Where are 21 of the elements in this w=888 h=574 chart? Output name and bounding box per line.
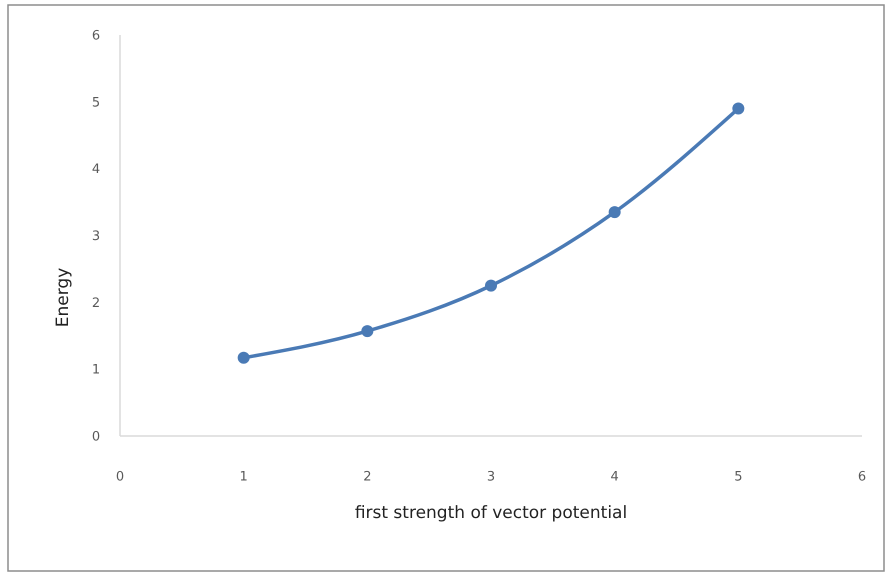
x-tick-label: 2 <box>363 470 372 485</box>
point <box>608 206 621 218</box>
y-tick-label: 4 <box>92 162 100 178</box>
x-tick-label: 3 <box>486 470 496 485</box>
point <box>485 280 497 292</box>
point <box>238 352 250 364</box>
y-tick-label: 1 <box>92 362 100 378</box>
y-axis-title: Energy <box>52 268 73 328</box>
y-tick-label: 0 <box>92 430 100 445</box>
x-tick-label: 6 <box>858 470 866 485</box>
point <box>732 102 744 115</box>
x-tick-label: 4 <box>610 470 619 485</box>
x-tick-label: 0 <box>116 470 124 485</box>
y-tick-label: 5 <box>92 95 100 110</box>
x-tick-label: 5 <box>734 470 742 485</box>
y-tick-label: 6 <box>92 28 100 44</box>
y-tick-label: 2 <box>92 296 100 311</box>
point <box>361 325 374 338</box>
x-axis-title: first strength of vector potential <box>354 502 628 523</box>
y-tick-label: 3 <box>92 229 100 244</box>
x-tick-label: 1 <box>240 470 248 485</box>
